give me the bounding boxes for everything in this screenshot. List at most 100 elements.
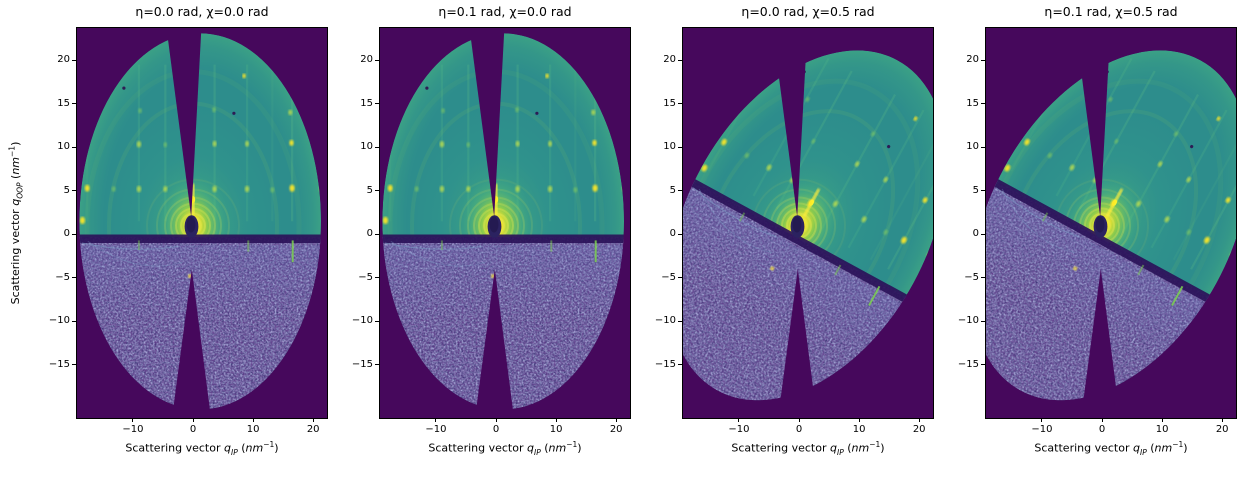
y-axis-label-symbol: q <box>9 198 23 206</box>
x-axis-label-open-paren: ( <box>1146 441 1155 455</box>
x-tick-label: 0 <box>1098 424 1106 435</box>
y-tick-label: 0 <box>972 228 979 240</box>
x-tick-mark <box>132 418 134 422</box>
y-tick-label: 10 <box>966 141 979 153</box>
x-axis-label-unit: nm <box>851 441 870 455</box>
y-tick-label: 5 <box>63 184 70 196</box>
y-tick-mark <box>678 146 682 148</box>
rotated-detector-content <box>79 33 321 410</box>
y-tick-mark <box>981 190 985 192</box>
y-tick-label: −10 <box>957 315 979 327</box>
x-tick-label: 20 <box>306 424 320 435</box>
x-axis-label-symbol: q <box>527 441 534 455</box>
y-tick-mark <box>678 277 682 279</box>
missing-wedge-top <box>166 28 202 217</box>
x-axis-label-prefix: Scattering vector <box>125 441 224 455</box>
y-tick-mark <box>72 320 76 322</box>
y-tick-mark <box>678 364 682 366</box>
y-tick-label: 20 <box>966 54 979 66</box>
y-tick-label: −10 <box>654 315 676 327</box>
x-tick-label: 20 <box>609 424 623 435</box>
y-tick-mark <box>981 320 985 322</box>
x-tick-label: −10 <box>1031 424 1053 435</box>
x-axis-label-open-paren: ( <box>540 441 549 455</box>
y-tick-label: 5 <box>366 184 373 196</box>
x-axis-label-2: Scattering vector qIP (nm−1) <box>380 440 630 457</box>
y-tick-mark <box>72 146 76 148</box>
y-tick-mark <box>72 59 76 61</box>
y-tick-label: 20 <box>360 54 373 66</box>
missing-wedge-top <box>772 28 808 217</box>
detector-image-4 <box>986 28 1236 418</box>
panel-title-2: η=0.1 rad, χ=0.0 rad <box>438 4 572 19</box>
x-axis-label-open-paren: ( <box>237 441 246 455</box>
missing-wedge-top <box>1075 28 1111 217</box>
panel-axes-4 <box>985 27 1237 419</box>
x-tick-label: 20 <box>1215 424 1229 435</box>
y-tick-label: 10 <box>663 141 676 153</box>
missing-wedge-top <box>469 28 505 217</box>
y-tick-label: 5 <box>972 184 979 196</box>
x-tick-label: −10 <box>728 424 750 435</box>
y-tick-mark <box>375 103 379 105</box>
y-tick-mark <box>981 364 985 366</box>
y-tick-label: −15 <box>351 358 373 370</box>
y-tick-label: −5 <box>55 271 70 283</box>
y-axis-label: Scattering vector qOOP (nm−1) <box>8 142 25 305</box>
x-axis-label-subscript: IP <box>533 447 541 457</box>
y-tick-label: 0 <box>63 228 70 240</box>
x-tick-mark <box>1161 418 1163 422</box>
y-tick-mark <box>375 277 379 279</box>
x-axis-label-prefix: Scattering vector <box>1034 441 1133 455</box>
detector-image-2 <box>380 28 630 418</box>
detector-image-3 <box>683 28 933 418</box>
missing-wedge-bottom <box>475 269 514 418</box>
y-tick-mark <box>375 320 379 322</box>
x-tick-label: 20 <box>912 424 926 435</box>
y-tick-label: −5 <box>964 271 979 283</box>
x-axis-label-symbol: q <box>1133 441 1140 455</box>
x-axis-label-1: Scattering vector qIP (nm−1) <box>77 440 327 457</box>
y-tick-label: −15 <box>957 358 979 370</box>
x-tick-label: 10 <box>549 424 563 435</box>
x-tick-mark <box>495 418 497 422</box>
y-tick-label: 15 <box>966 97 979 109</box>
panel-axes-3 <box>682 27 934 419</box>
y-axis-label-subscript: OOP <box>15 182 25 199</box>
y-tick-label: −5 <box>661 271 676 283</box>
x-tick-label: 10 <box>1155 424 1169 435</box>
y-axis-label-close-paren: ) <box>9 141 23 146</box>
y-tick-mark <box>72 103 76 105</box>
x-tick-label: 10 <box>246 424 260 435</box>
x-tick-mark <box>435 418 437 422</box>
y-tick-mark <box>981 103 985 105</box>
x-tick-label: −10 <box>425 424 447 435</box>
y-tick-mark <box>678 103 682 105</box>
y-tick-label: −15 <box>654 358 676 370</box>
y-tick-mark <box>981 277 985 279</box>
missing-wedge-bottom <box>1081 269 1120 418</box>
x-axis-label-prefix: Scattering vector <box>428 441 527 455</box>
y-tick-label: 15 <box>663 97 676 109</box>
y-tick-mark <box>375 190 379 192</box>
x-tick-label: 0 <box>795 424 803 435</box>
x-tick-mark <box>615 418 617 422</box>
y-axis-label-open-paren: ( <box>9 174 23 183</box>
y-tick-mark <box>375 233 379 235</box>
y-tick-label: 0 <box>366 228 373 240</box>
y-tick-mark <box>72 277 76 279</box>
missing-wedge-bottom <box>172 269 211 418</box>
y-axis-label-prefix: Scattering vector <box>9 205 23 305</box>
x-tick-mark <box>555 418 557 422</box>
x-tick-mark <box>1221 418 1223 422</box>
y-tick-mark <box>678 59 682 61</box>
x-axis-label-close-paren: ) <box>880 441 885 455</box>
x-axis-label-unit: nm <box>1154 441 1173 455</box>
y-tick-mark <box>678 190 682 192</box>
y-tick-mark <box>981 59 985 61</box>
y-tick-label: −15 <box>48 358 70 370</box>
y-tick-label: −10 <box>48 315 70 327</box>
x-tick-mark <box>192 418 194 422</box>
y-tick-label: 10 <box>360 141 373 153</box>
